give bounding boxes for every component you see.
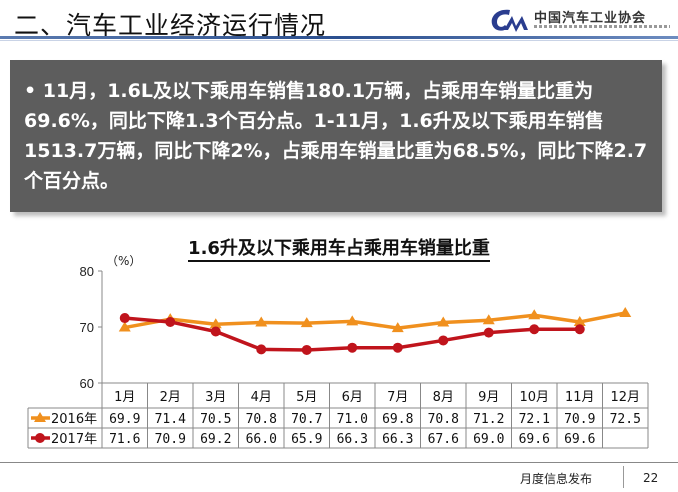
y-tick-label: 60 xyxy=(80,376,94,391)
data-point-marker xyxy=(347,342,358,353)
legend-label: 2016年 xyxy=(51,412,97,427)
y-tick-label: 70 xyxy=(80,320,94,335)
series-line-2016年 xyxy=(124,311,626,330)
data-label: 70.9 xyxy=(155,432,186,447)
y-tick-label: 80 xyxy=(80,264,94,279)
data-label: 69.0 xyxy=(473,432,504,447)
data-point-marker xyxy=(619,307,632,317)
x-tick-label: 5月 xyxy=(296,390,317,405)
page-number: 22 xyxy=(643,471,659,485)
chart-title-text: 1.6升及以下乘用车占乘用车销量比重 xyxy=(188,238,490,262)
x-tick-label: 10月 xyxy=(519,390,549,405)
data-label: 67.6 xyxy=(428,432,459,447)
data-point-marker xyxy=(482,314,495,325)
data-label: 69.8 xyxy=(382,412,413,427)
data-point-marker xyxy=(437,316,450,327)
x-tick-label: 8月 xyxy=(433,390,454,405)
data-label: 66.0 xyxy=(246,432,277,447)
logo-subtext xyxy=(534,25,670,28)
legend-marker xyxy=(35,433,45,443)
summary-box: • 11月，1.6L及以下乘用车销售180.1万辆，占乘用车销量比重为69.6%… xyxy=(10,60,662,212)
page-title: 二、汽车工业经济运行情况 xyxy=(14,11,327,40)
y-axis-unit: （%） xyxy=(106,254,141,268)
legend-label: 2017年 xyxy=(51,432,97,447)
data-label: 65.9 xyxy=(291,432,322,447)
data-point-marker xyxy=(300,317,313,328)
data-point-marker xyxy=(529,324,540,335)
chart-title: 1.6升及以下乘用车占乘用车销量比重 xyxy=(0,234,678,262)
x-tick-label: 7月 xyxy=(387,390,408,405)
data-label: 70.7 xyxy=(291,412,322,427)
data-point-marker xyxy=(255,316,268,327)
data-label: 69.9 xyxy=(109,412,140,427)
x-tick-label: 4月 xyxy=(251,390,272,405)
data-point-marker xyxy=(573,315,586,326)
data-point-marker xyxy=(301,344,312,355)
data-label: 69.6 xyxy=(519,432,550,447)
data-point-marker xyxy=(119,313,130,324)
footer-separator xyxy=(623,466,624,488)
data-label: 69.2 xyxy=(200,432,231,447)
data-label: 71.4 xyxy=(155,412,186,427)
x-tick-label: 9月 xyxy=(478,390,499,405)
data-label: 72.1 xyxy=(519,412,550,427)
data-point-marker xyxy=(483,327,494,338)
data-label: 69.6 xyxy=(564,432,595,447)
data-point-marker xyxy=(528,309,541,320)
data-label: 71.2 xyxy=(473,412,504,427)
x-tick-label: 2月 xyxy=(160,390,181,405)
data-point-marker xyxy=(118,321,131,332)
data-point-marker xyxy=(574,324,585,335)
title-divider-thin xyxy=(0,40,678,41)
title-divider xyxy=(0,36,678,39)
data-label: 72.5 xyxy=(610,412,641,427)
x-tick-label: 3月 xyxy=(205,390,226,405)
legend-marker xyxy=(34,412,46,422)
data-point-marker xyxy=(346,315,359,326)
caam-logo: 中国汽车工业协会 xyxy=(488,6,673,34)
x-tick-label: 11月 xyxy=(565,390,595,405)
summary-text: • 11月，1.6L及以下乘用车销售180.1万辆，占乘用车销量比重为69.6%… xyxy=(24,80,648,192)
caam-logo-icon xyxy=(491,9,528,32)
data-label: 66.3 xyxy=(382,432,413,447)
data-point-marker xyxy=(256,344,267,355)
x-tick-label: 6月 xyxy=(342,390,363,405)
data-point-marker xyxy=(391,322,404,333)
data-label: 70.5 xyxy=(200,412,231,427)
data-label: 70.8 xyxy=(428,412,459,427)
data-label: 66.3 xyxy=(337,432,368,447)
data-point-marker xyxy=(210,326,221,337)
footer-text: 月度信息发布 xyxy=(520,472,593,486)
data-point-marker xyxy=(209,318,222,329)
data-point-marker xyxy=(392,342,403,353)
footer-divider xyxy=(0,462,678,463)
data-label: 70.9 xyxy=(564,412,595,427)
x-tick-label: 1月 xyxy=(114,390,135,405)
data-label: 70.8 xyxy=(246,412,277,427)
logo-text: 中国汽车工业协会 xyxy=(534,11,647,26)
x-tick-label: 12月 xyxy=(610,390,640,405)
data-label: 71.6 xyxy=(109,432,140,447)
data-point-marker xyxy=(165,316,176,327)
data-point-marker xyxy=(438,335,449,346)
data-label: 71.0 xyxy=(337,412,368,427)
